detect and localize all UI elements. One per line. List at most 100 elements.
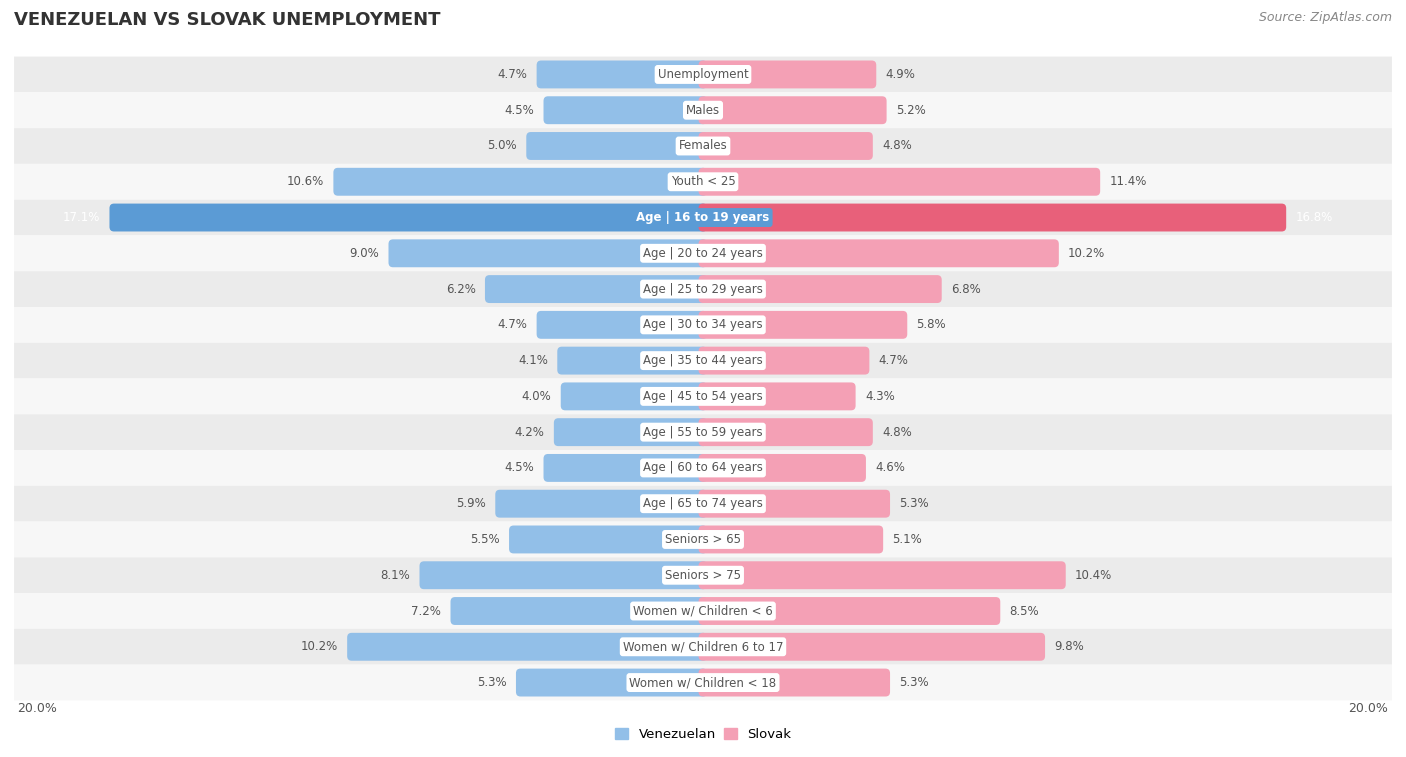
Text: 17.1%: 17.1% — [63, 211, 100, 224]
Text: 11.4%: 11.4% — [1109, 176, 1147, 188]
FancyBboxPatch shape — [699, 132, 873, 160]
FancyBboxPatch shape — [14, 307, 1392, 343]
Text: 5.0%: 5.0% — [488, 139, 517, 152]
Text: Age | 65 to 74 years: Age | 65 to 74 years — [643, 497, 763, 510]
Text: 4.5%: 4.5% — [505, 462, 534, 475]
FancyBboxPatch shape — [544, 454, 707, 482]
Text: Age | 20 to 24 years: Age | 20 to 24 years — [643, 247, 763, 260]
Text: Age | 35 to 44 years: Age | 35 to 44 years — [643, 354, 763, 367]
Text: 20.0%: 20.0% — [1348, 702, 1389, 715]
Text: Age | 60 to 64 years: Age | 60 to 64 years — [643, 462, 763, 475]
Text: Age | 30 to 34 years: Age | 30 to 34 years — [643, 319, 763, 332]
FancyBboxPatch shape — [110, 204, 707, 232]
Text: 10.2%: 10.2% — [301, 640, 337, 653]
FancyBboxPatch shape — [699, 311, 907, 339]
FancyBboxPatch shape — [14, 200, 1392, 235]
FancyBboxPatch shape — [14, 629, 1392, 665]
FancyBboxPatch shape — [347, 633, 707, 661]
Text: 4.6%: 4.6% — [875, 462, 905, 475]
Text: 4.3%: 4.3% — [865, 390, 894, 403]
FancyBboxPatch shape — [14, 92, 1392, 128]
Text: 7.2%: 7.2% — [412, 605, 441, 618]
FancyBboxPatch shape — [699, 633, 1045, 661]
FancyBboxPatch shape — [699, 382, 856, 410]
FancyBboxPatch shape — [14, 343, 1392, 378]
FancyBboxPatch shape — [14, 164, 1392, 200]
FancyBboxPatch shape — [699, 561, 1066, 589]
FancyBboxPatch shape — [450, 597, 707, 625]
FancyBboxPatch shape — [14, 378, 1392, 414]
Text: Age | 45 to 54 years: Age | 45 to 54 years — [643, 390, 763, 403]
Text: 8.5%: 8.5% — [1010, 605, 1039, 618]
FancyBboxPatch shape — [495, 490, 707, 518]
Text: 8.1%: 8.1% — [381, 569, 411, 581]
FancyBboxPatch shape — [699, 204, 1286, 232]
FancyBboxPatch shape — [14, 57, 1392, 92]
Text: Seniors > 65: Seniors > 65 — [665, 533, 741, 546]
FancyBboxPatch shape — [14, 235, 1392, 271]
Text: 5.9%: 5.9% — [456, 497, 486, 510]
FancyBboxPatch shape — [699, 597, 1000, 625]
FancyBboxPatch shape — [699, 525, 883, 553]
FancyBboxPatch shape — [537, 311, 707, 339]
FancyBboxPatch shape — [14, 665, 1392, 700]
FancyBboxPatch shape — [485, 275, 707, 303]
Text: 4.5%: 4.5% — [505, 104, 534, 117]
Text: 5.2%: 5.2% — [896, 104, 925, 117]
Text: 10.4%: 10.4% — [1076, 569, 1112, 581]
Text: 4.1%: 4.1% — [519, 354, 548, 367]
Text: 5.3%: 5.3% — [900, 497, 929, 510]
Text: Age | 55 to 59 years: Age | 55 to 59 years — [643, 425, 763, 438]
FancyBboxPatch shape — [699, 168, 1099, 196]
Text: Age | 16 to 19 years: Age | 16 to 19 years — [637, 211, 769, 224]
Text: 9.0%: 9.0% — [350, 247, 380, 260]
Text: Seniors > 75: Seniors > 75 — [665, 569, 741, 581]
Text: 5.1%: 5.1% — [893, 533, 922, 546]
Text: 10.2%: 10.2% — [1069, 247, 1105, 260]
Text: 4.0%: 4.0% — [522, 390, 551, 403]
Text: Males: Males — [686, 104, 720, 117]
FancyBboxPatch shape — [14, 557, 1392, 593]
FancyBboxPatch shape — [544, 96, 707, 124]
FancyBboxPatch shape — [509, 525, 707, 553]
FancyBboxPatch shape — [333, 168, 707, 196]
FancyBboxPatch shape — [14, 522, 1392, 557]
FancyBboxPatch shape — [699, 96, 887, 124]
FancyBboxPatch shape — [557, 347, 707, 375]
Text: 4.7%: 4.7% — [498, 319, 527, 332]
Text: Women w/ Children 6 to 17: Women w/ Children 6 to 17 — [623, 640, 783, 653]
Text: Women w/ Children < 18: Women w/ Children < 18 — [630, 676, 776, 689]
Text: VENEZUELAN VS SLOVAK UNEMPLOYMENT: VENEZUELAN VS SLOVAK UNEMPLOYMENT — [14, 11, 440, 30]
FancyBboxPatch shape — [14, 486, 1392, 522]
Text: Females: Females — [679, 139, 727, 152]
Text: 9.8%: 9.8% — [1054, 640, 1084, 653]
Text: 20.0%: 20.0% — [17, 702, 58, 715]
FancyBboxPatch shape — [14, 450, 1392, 486]
FancyBboxPatch shape — [526, 132, 707, 160]
Text: 5.3%: 5.3% — [900, 676, 929, 689]
FancyBboxPatch shape — [561, 382, 707, 410]
Text: 4.8%: 4.8% — [882, 425, 912, 438]
FancyBboxPatch shape — [699, 418, 873, 446]
FancyBboxPatch shape — [699, 668, 890, 696]
FancyBboxPatch shape — [14, 128, 1392, 164]
Text: 4.8%: 4.8% — [882, 139, 912, 152]
FancyBboxPatch shape — [699, 490, 890, 518]
Text: 4.2%: 4.2% — [515, 425, 544, 438]
Legend: Venezuelan, Slovak: Venezuelan, Slovak — [609, 723, 797, 746]
FancyBboxPatch shape — [554, 418, 707, 446]
Text: 16.8%: 16.8% — [1295, 211, 1333, 224]
Text: Youth < 25: Youth < 25 — [671, 176, 735, 188]
Text: Unemployment: Unemployment — [658, 68, 748, 81]
Text: 5.5%: 5.5% — [470, 533, 499, 546]
Text: 4.7%: 4.7% — [498, 68, 527, 81]
FancyBboxPatch shape — [516, 668, 707, 696]
Text: 5.8%: 5.8% — [917, 319, 946, 332]
FancyBboxPatch shape — [699, 275, 942, 303]
FancyBboxPatch shape — [699, 61, 876, 89]
Text: 5.3%: 5.3% — [477, 676, 506, 689]
FancyBboxPatch shape — [14, 271, 1392, 307]
Text: 4.9%: 4.9% — [886, 68, 915, 81]
FancyBboxPatch shape — [14, 414, 1392, 450]
Text: 6.8%: 6.8% — [950, 282, 981, 295]
